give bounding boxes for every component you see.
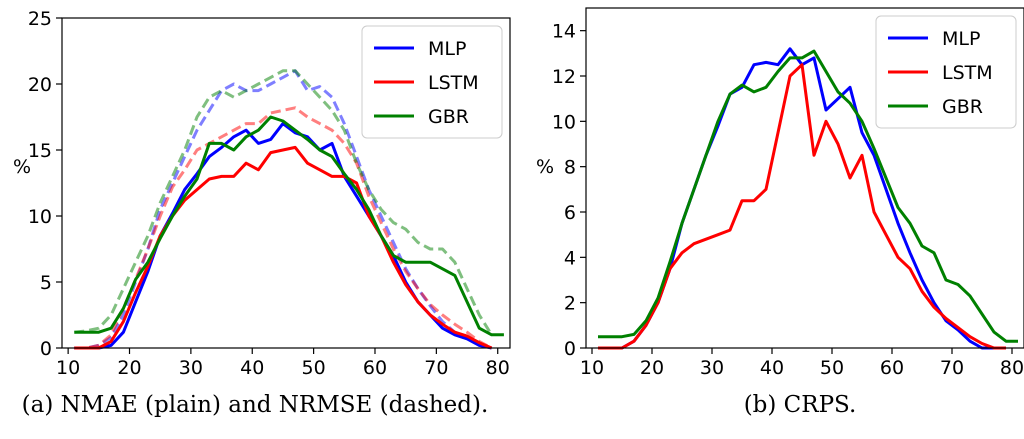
y-tick-label: 10: [552, 111, 576, 133]
x-tick-label: 60: [880, 357, 904, 379]
x-tick-label: 10: [580, 357, 604, 379]
x-tick-label: 30: [179, 357, 203, 379]
x-tick-label: 20: [117, 357, 141, 379]
series-line-lstm: [74, 145, 493, 350]
legend-box: [875, 15, 1017, 129]
x-tick-label: 30: [700, 357, 724, 379]
x-tick-label: 80: [1000, 357, 1024, 379]
y-tick-label: 8: [564, 157, 576, 179]
legend-label-lstm: LSTM: [428, 72, 479, 94]
y-tick-label: 14: [552, 21, 576, 43]
series-line-gbr-nrmse: [74, 69, 493, 336]
legend-label-mlp: MLP: [428, 38, 466, 60]
series-group: [598, 47, 1018, 350]
chart-panel-crps: 10 20 30 40 50 60 70 80 0 2 4 6 8 10 12 14% MLP LSTM GBR (b…: [536, 7, 1024, 418]
y-tick-label: 2: [564, 293, 576, 315]
plot-frame: [61, 17, 511, 349]
y-tick-label: 0: [564, 338, 576, 360]
legend-label-gbr: GBR: [942, 96, 983, 118]
y-tick-label: 5: [40, 272, 52, 294]
legend-label-mlp: MLP: [942, 28, 980, 50]
y-tick-label: 15: [28, 140, 52, 162]
series-group: [74, 69, 504, 350]
y-tick-label: 6: [564, 202, 576, 224]
x-tick-label: 20: [640, 357, 664, 379]
legend: MLP LSTM GBR: [361, 25, 503, 139]
x-tick-label: 50: [820, 357, 844, 379]
figure-caption: (b) CRPS.: [744, 392, 857, 418]
y-tick-label: 12: [552, 66, 576, 88]
series-line-gbr: [598, 49, 1018, 343]
series-line-gbr: [74, 115, 504, 337]
y-tick-label: 0: [40, 338, 52, 360]
x-tick-label: 80: [486, 357, 510, 379]
y-axis-label: %: [536, 156, 554, 178]
x-tick-label: 60: [363, 357, 387, 379]
x-tick-label: 50: [302, 357, 326, 379]
legend: MLP LSTM GBR: [875, 15, 1017, 129]
figure-caption: (a) NMAE (plain) and NRMSE (dashed).: [22, 392, 489, 418]
x-tick-label: 70: [940, 357, 964, 379]
y-tick-label: 20: [28, 74, 52, 96]
legend-label-lstm: LSTM: [942, 62, 993, 84]
legend-label-gbr: GBR: [428, 106, 469, 128]
x-tick-label: 40: [240, 357, 264, 379]
y-tick-label: 4: [564, 247, 576, 269]
x-tick-label: 40: [760, 357, 784, 379]
y-axis-label: %: [13, 156, 31, 178]
plot-frame: [585, 7, 1024, 349]
series-line-lstm: [598, 63, 1006, 350]
chart-panel-nmae: 10 20 30 40 50 60 70 80 0 5 10 15 20 25% MLP LSTM GBR (a)…: [13, 8, 511, 418]
x-tick-label: 70: [424, 357, 448, 379]
y-tick-label: 10: [28, 206, 52, 228]
x-tick-label: 10: [56, 357, 80, 379]
series-line-lstm-nrmse: [74, 106, 493, 350]
legend-box: [361, 25, 503, 139]
y-tick-label: 25: [28, 8, 52, 30]
